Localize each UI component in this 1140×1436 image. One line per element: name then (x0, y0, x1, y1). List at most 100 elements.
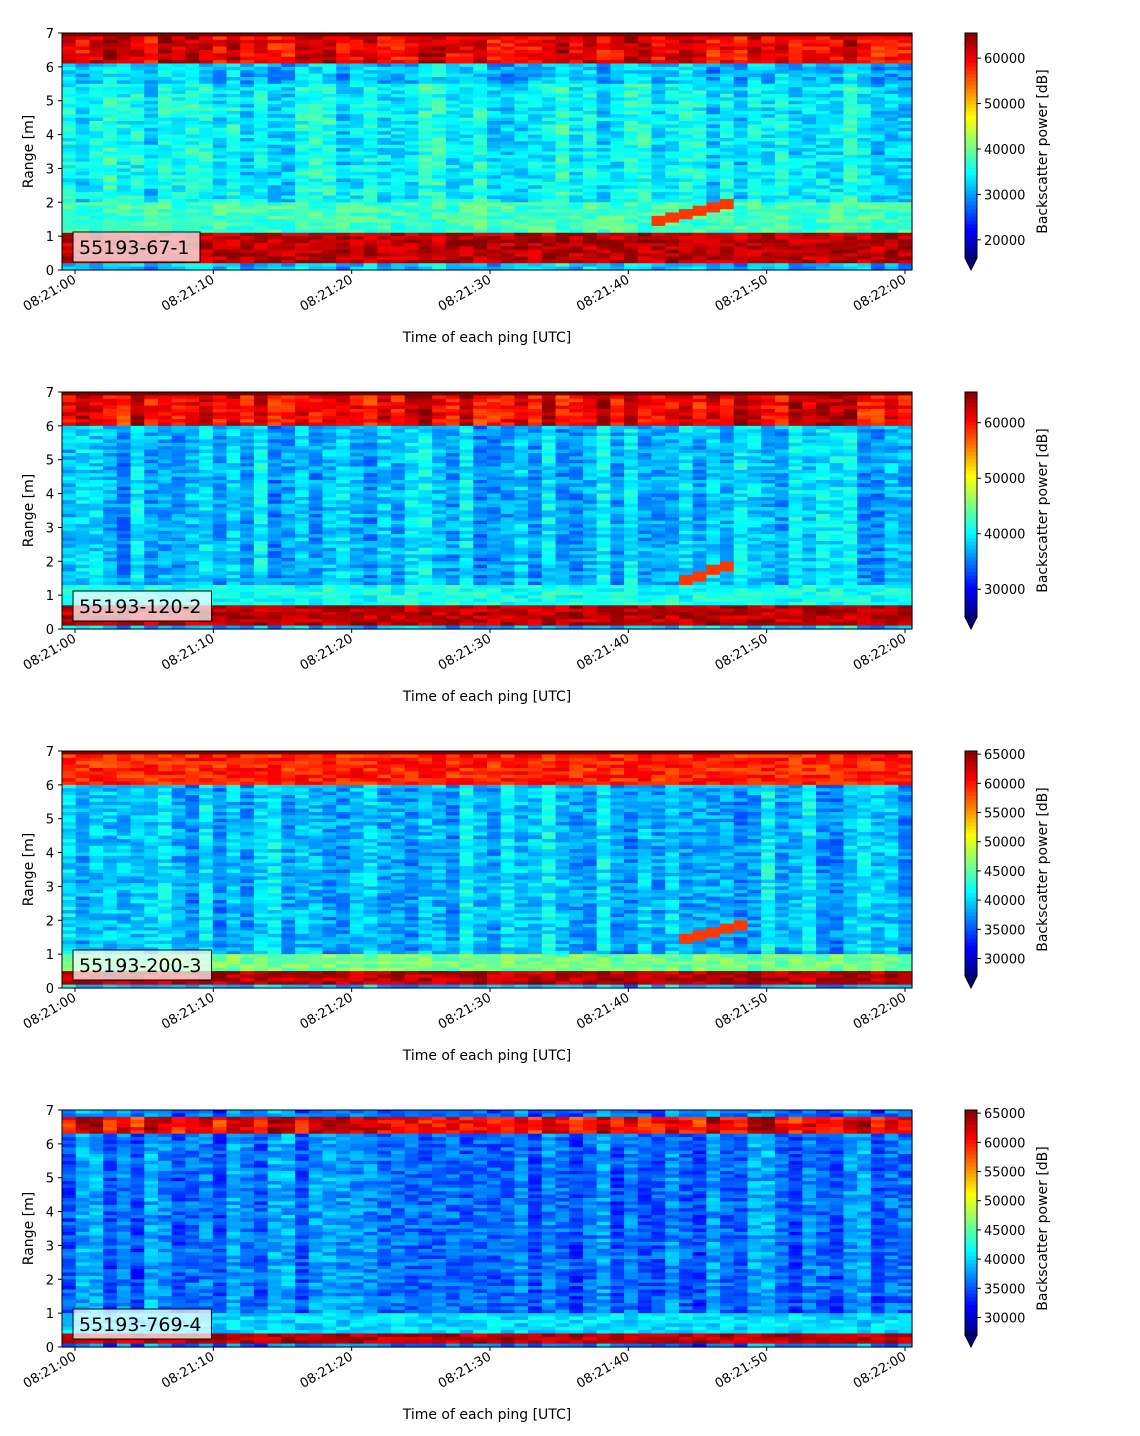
heatmap-cell (253, 43, 269, 48)
heatmap-cell (185, 154, 200, 159)
heatmap-cell (432, 137, 447, 142)
heatmap-cell (555, 215, 570, 220)
heatmap-cell (144, 225, 159, 230)
heatmap-cell (569, 141, 584, 146)
heatmap-cell (322, 66, 337, 71)
heatmap-cell (103, 192, 118, 197)
heatmap-cell (363, 114, 378, 119)
heatmap-cell (295, 137, 310, 142)
heatmap-cell (322, 148, 337, 153)
heatmap-cell (157, 266, 173, 271)
colorbar-step (965, 130, 977, 135)
heatmap-cell (596, 83, 611, 88)
heatmap-cell (514, 141, 529, 146)
heatmap-cell (295, 253, 310, 258)
heatmap-cell (459, 49, 474, 54)
heatmap-cell (391, 137, 406, 142)
heatmap-cell (171, 266, 186, 271)
heatmap-cell (185, 73, 200, 78)
heatmap-cell (363, 60, 378, 65)
heatmap-cell (75, 181, 91, 186)
heatmap-cell (212, 212, 228, 217)
heatmap-cell (391, 110, 406, 115)
heatmap-cell (500, 215, 516, 220)
heatmap-cell (637, 43, 653, 48)
heatmap-cell (404, 66, 420, 71)
heatmap-cell (171, 87, 186, 92)
heatmap-cell (610, 225, 625, 230)
heatmap-cell (418, 215, 433, 220)
heatmap-cell (212, 178, 228, 183)
heatmap-cell (487, 77, 502, 81)
heatmap-cell (637, 202, 653, 207)
heatmap-cell (349, 168, 365, 173)
heatmap-cell (103, 141, 118, 146)
heatmap-cell (624, 188, 639, 193)
heatmap-cell (391, 70, 406, 75)
heatmap-cell (514, 171, 529, 176)
heatmap-cell (103, 70, 118, 75)
heatmap-cell (267, 225, 282, 230)
heatmap-cell (610, 148, 625, 153)
heatmap-cell (404, 46, 420, 51)
heatmap-cell (363, 263, 378, 268)
heatmap-cell (391, 117, 406, 122)
heatmap-cell (445, 253, 461, 258)
heatmap-cell (541, 53, 557, 58)
heatmap-cell (541, 181, 557, 186)
heatmap-cell (500, 263, 516, 268)
heatmap-cell (514, 36, 529, 41)
heatmap-cell (391, 104, 406, 109)
heatmap-cell (308, 185, 324, 190)
heatmap-cell (432, 259, 447, 264)
heatmap-cell (199, 225, 214, 230)
heatmap-cell (171, 66, 186, 71)
heatmap-cell (610, 253, 625, 258)
heatmap-cell (103, 151, 118, 156)
heatmap-cell (487, 175, 502, 180)
heatmap-cell (514, 246, 529, 251)
heatmap-cell (473, 195, 488, 200)
heatmap-cell (212, 151, 228, 156)
heatmap-cell (199, 137, 214, 142)
heatmap-cell (89, 141, 104, 146)
heatmap-cell (432, 242, 447, 247)
heatmap-cell (582, 131, 598, 136)
heatmap-cell (295, 222, 310, 227)
heatmap-cell (336, 33, 351, 37)
heatmap-cell (116, 222, 132, 227)
heatmap-cell (171, 33, 186, 37)
heatmap-cell (130, 188, 145, 193)
heatmap-cell (75, 73, 91, 78)
heatmap-cell (295, 171, 310, 176)
heatmap-cell (473, 222, 488, 227)
heatmap-cell (322, 205, 337, 210)
heatmap-cell (281, 90, 296, 95)
heatmap-cell (144, 188, 159, 193)
heatmap-cell (199, 219, 214, 224)
heatmap-cell (445, 121, 461, 126)
heatmap-cell (459, 93, 474, 98)
heatmap-cell (308, 117, 324, 122)
heatmap-cell (528, 77, 543, 81)
heatmap-cell (541, 253, 557, 258)
heatmap-cell (610, 97, 625, 102)
heatmap-cell (295, 141, 310, 146)
heatmap-cell (212, 239, 228, 244)
heatmap-cell (432, 168, 447, 173)
heatmap-cell (500, 253, 516, 258)
heatmap-cell (199, 161, 214, 166)
heatmap-cell (62, 212, 77, 217)
heatmap-cell (144, 144, 159, 149)
heatmap-cell (62, 70, 77, 75)
heatmap-cell (75, 53, 91, 58)
heatmap-cell (500, 239, 516, 244)
heatmap-cell (116, 43, 132, 48)
heatmap-cell (582, 192, 598, 197)
heatmap-cell (212, 195, 228, 200)
heatmap-cell (555, 151, 570, 156)
heatmap-cell (171, 39, 186, 44)
heatmap-cell (514, 124, 529, 129)
heatmap-cell (295, 93, 310, 98)
heatmap-cell (130, 195, 145, 200)
